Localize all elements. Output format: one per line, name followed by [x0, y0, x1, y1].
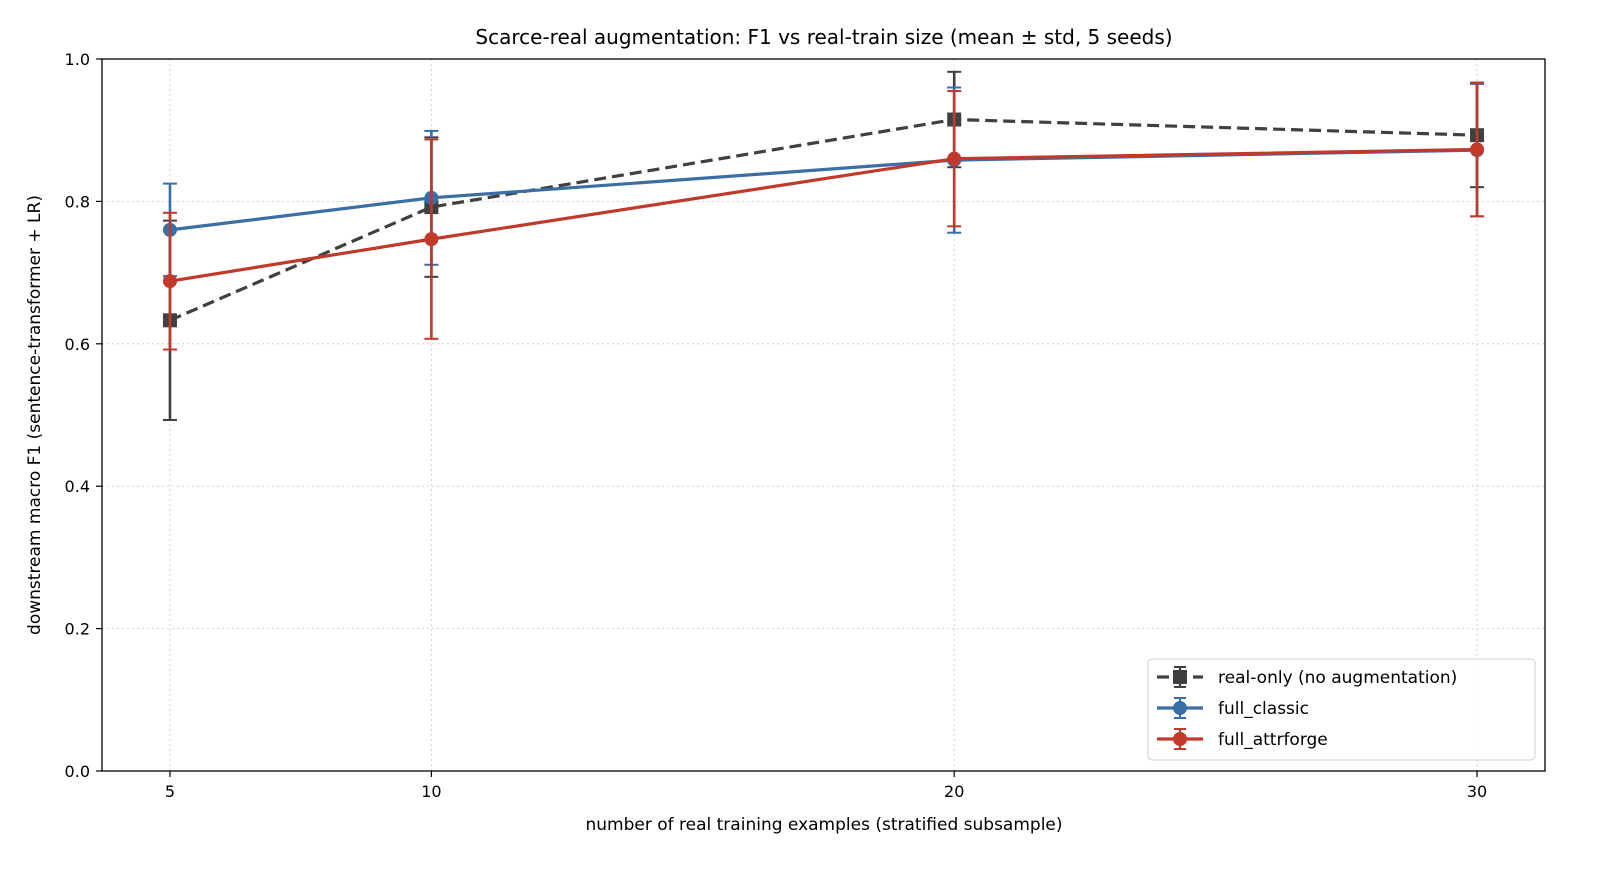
legend-marker — [1173, 670, 1187, 684]
series-line — [169, 147, 1478, 283]
plot-frame — [101, 58, 1546, 772]
x-tick-label: 5 — [165, 782, 175, 801]
legend-label: real-only (no augmentation) — [1218, 668, 1457, 688]
series-line — [169, 117, 1478, 322]
data-point — [1470, 142, 1485, 157]
x-tick-label: 30 — [1467, 782, 1487, 801]
legend-marker — [1173, 732, 1187, 746]
y-tick-label: 0.8 — [65, 192, 90, 211]
y-axis-label: downstream macro F1 (sentence-transforme… — [25, 195, 45, 635]
y-tick-label: 0.4 — [65, 477, 90, 496]
y-tick-label: 1.0 — [65, 50, 90, 69]
data-point — [162, 274, 177, 289]
data-point — [424, 232, 439, 247]
legend-marker — [1173, 701, 1187, 715]
x-tick-label: 10 — [421, 782, 441, 801]
series-full-attrforge — [162, 81, 1485, 351]
x-tick-label: 20 — [944, 782, 964, 801]
data-point — [947, 151, 962, 166]
series-layer — [162, 70, 1485, 421]
legend-box — [1147, 658, 1536, 761]
y-tick-label: 0.0 — [65, 762, 90, 781]
x-axis-label: number of real training examples (strati… — [585, 815, 1062, 835]
legend-label: full_attrforge — [1218, 730, 1328, 750]
y-tick-label: 0.6 — [65, 335, 90, 354]
axes: 5 10 20 30 0.0 0.2 0.4 0.6 0.8 1.0 — [65, 50, 1488, 801]
legend-label: full_classic — [1218, 699, 1309, 719]
y-tick-label: 0.2 — [65, 620, 90, 639]
chart-title: Scarce-real augmentation: F1 vs real-tra… — [475, 25, 1172, 49]
legend: real-only (no augmentation) full_classicf… — [1147, 658, 1536, 761]
